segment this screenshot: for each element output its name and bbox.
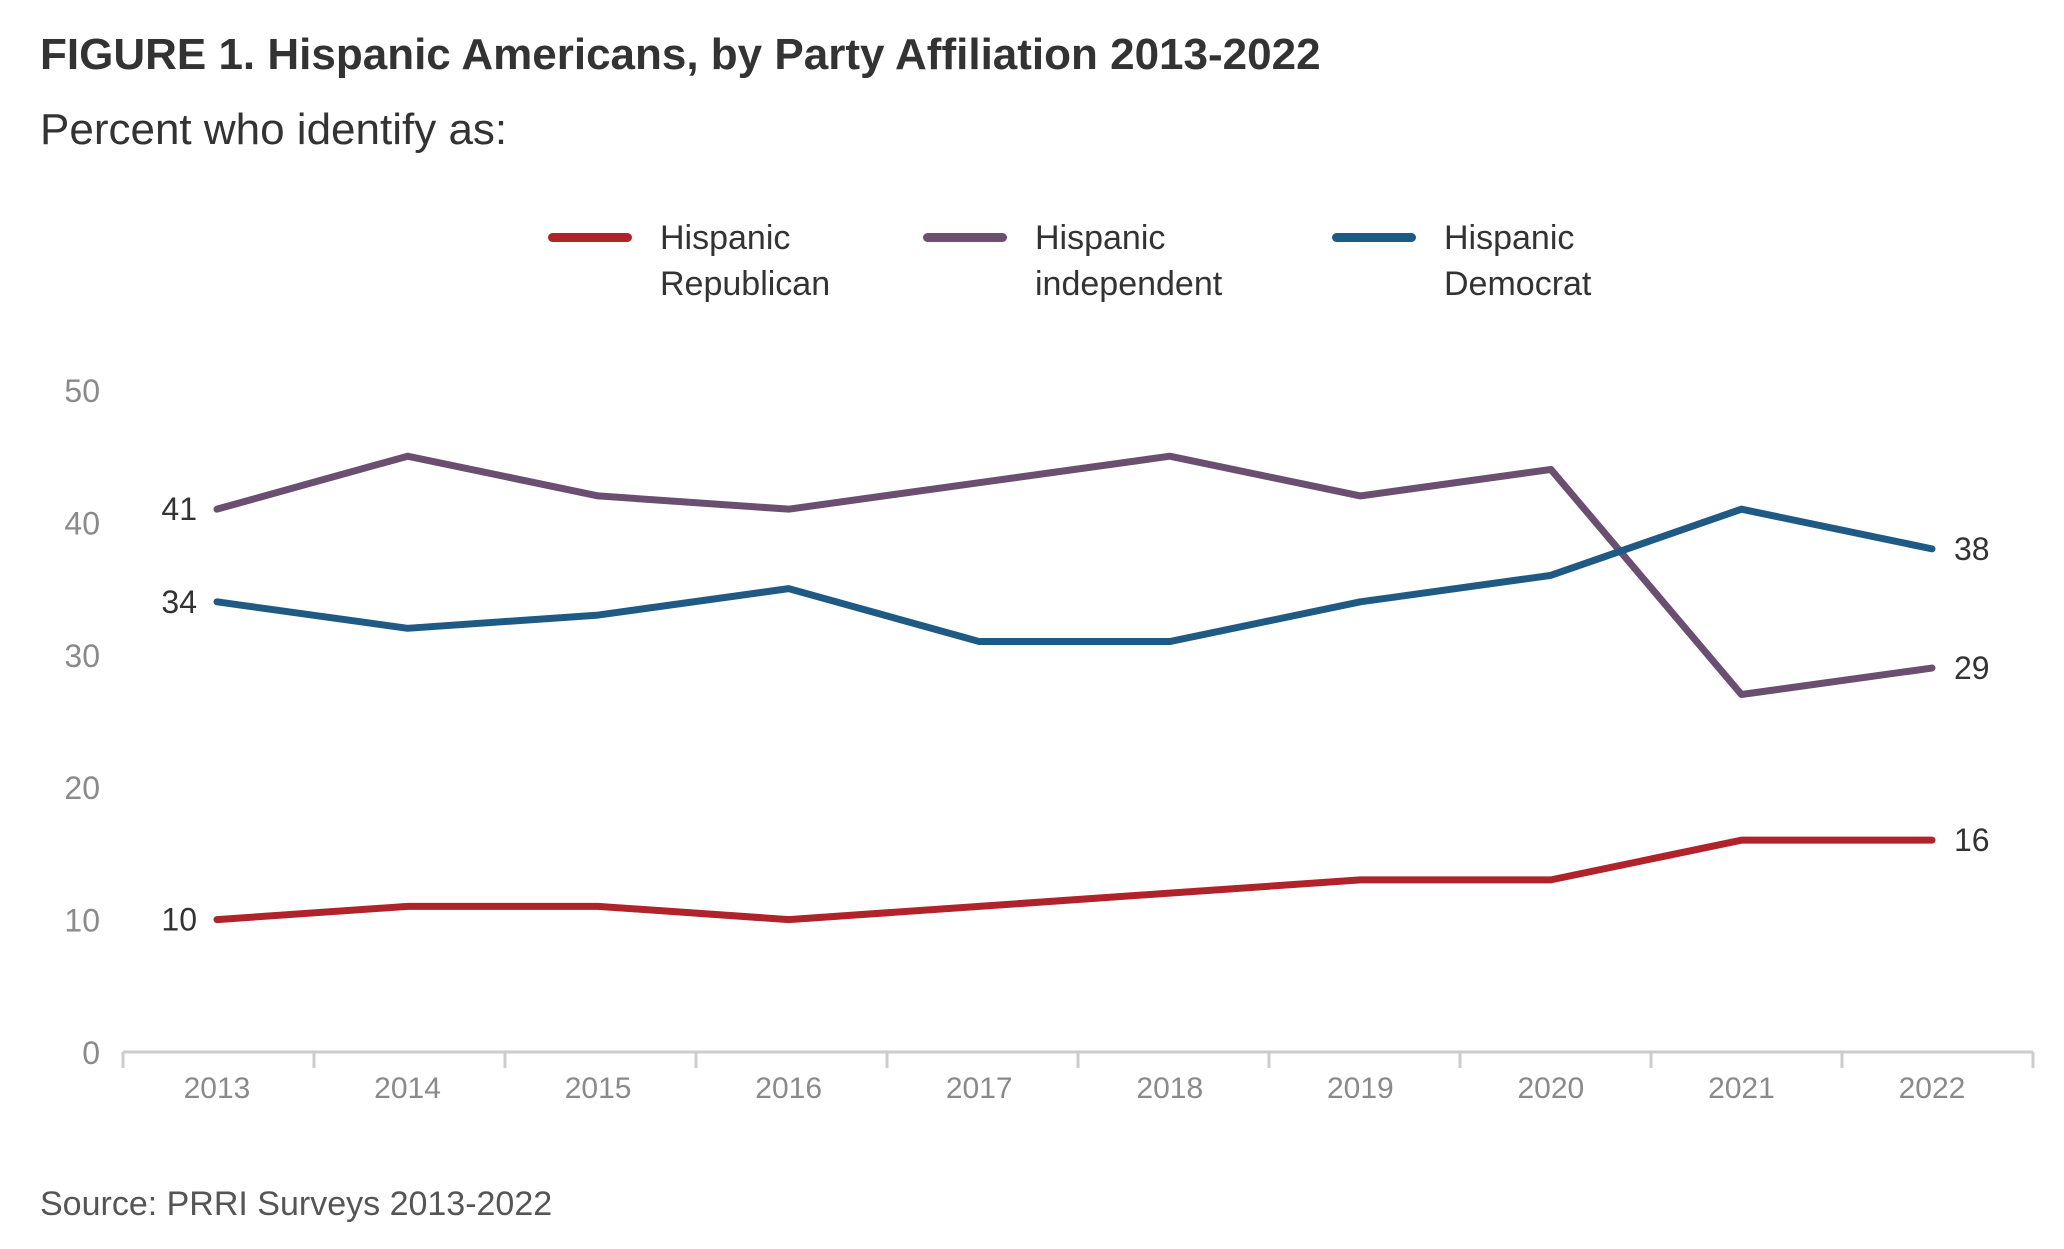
- chart-subtitle: Percent who identify as:: [40, 105, 508, 154]
- x-tick-label: 2014: [374, 1072, 441, 1105]
- start-label-hispanic-republican: 10: [161, 902, 197, 938]
- end-label-hispanic-democrat: 38: [1954, 531, 1990, 567]
- data-labels: 10 16 41 29 34 38: [161, 491, 1989, 937]
- x-tick-label: 2019: [1327, 1072, 1394, 1105]
- x-tick-label: 2021: [1708, 1072, 1775, 1105]
- y-axis-ticks: 0 10 20 30 40 50: [64, 373, 100, 1071]
- y-tick-label: 40: [64, 505, 100, 541]
- legend-swatch-democrat: [1332, 233, 1416, 242]
- x-tick-label: 2018: [1136, 1072, 1203, 1105]
- chart-legend: Hispanic Republican Hispanic independent…: [0, 215, 2064, 315]
- end-label-hispanic-independent: 29: [1954, 650, 1990, 686]
- x-tick-label: 2015: [565, 1072, 632, 1105]
- legend-swatch-independent: [923, 233, 1007, 242]
- chart-title: FIGURE 1. Hispanic Americans, by Party A…: [40, 30, 1321, 79]
- legend-swatch-republican: [548, 233, 632, 242]
- start-label-hispanic-independent: 41: [161, 491, 197, 527]
- y-tick-label: 0: [82, 1035, 100, 1071]
- x-tick-label: 2017: [946, 1072, 1013, 1105]
- x-tick-label: 2013: [184, 1072, 251, 1105]
- series-lines: [213, 452, 1936, 924]
- end-label-hispanic-republican: 16: [1954, 822, 1990, 858]
- source-note: Source: PRRI Surveys 2013-2022: [40, 1185, 553, 1223]
- series-line-hispanic-independent: [213, 452, 1936, 699]
- legend-item-democrat: Hispanic Democrat: [1332, 215, 1591, 307]
- legend-label-democrat: Hispanic Democrat: [1444, 219, 1592, 303]
- series-line-hispanic-republican: [213, 836, 1936, 924]
- x-tick-label: 2016: [755, 1072, 822, 1105]
- x-tick-label: 2022: [1899, 1072, 1966, 1105]
- legend-label-republican: Hispanic Republican: [660, 219, 831, 303]
- y-tick-label: 30: [64, 638, 100, 674]
- series-line-hispanic-democrat: [213, 505, 1936, 646]
- legend-item-independent: Hispanic independent: [923, 215, 1222, 307]
- start-label-hispanic-democrat: 34: [161, 584, 197, 620]
- legend-item-republican: Hispanic Republican: [548, 215, 830, 307]
- x-tick-label: 2020: [1518, 1072, 1585, 1105]
- y-tick-label: 50: [64, 373, 100, 409]
- legend-label-independent: Hispanic independent: [1035, 219, 1223, 303]
- x-axis: 2013 2014 2015 2016 2017 2018 2019 2020 2021 2022: [121, 1050, 2035, 1105]
- y-tick-label: 10: [64, 903, 100, 939]
- y-tick-label: 20: [64, 770, 100, 806]
